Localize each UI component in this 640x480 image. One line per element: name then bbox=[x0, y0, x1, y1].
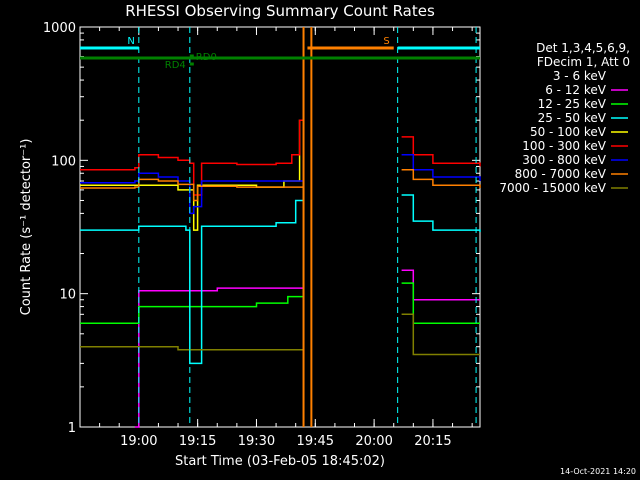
legend-entry-label: 100 - 300 keV bbox=[522, 139, 606, 153]
flag-label: N bbox=[127, 36, 134, 47]
legend-entry-label: 6 - 12 keV bbox=[545, 83, 607, 97]
x-tick-label: 19:45 bbox=[297, 434, 334, 449]
y-tick-label: 10 bbox=[59, 288, 76, 303]
legend-entry-label: 3 - 6 keV bbox=[553, 69, 607, 83]
series-line bbox=[138, 253, 305, 405]
series-layer bbox=[80, 56, 481, 428]
flag-bars: N S RD0 RD4 bbox=[80, 36, 480, 71]
flag-label: RD4 bbox=[165, 60, 186, 71]
legend-header-line: Det 1,3,4,5,6,9, bbox=[536, 41, 630, 55]
legend-header-line: FDecim 1, Att 0 bbox=[537, 55, 630, 69]
x-axis-label: Start Time (03-Feb-05 18:45:02) bbox=[175, 454, 385, 469]
legend: Det 1,3,4,5,6,9,FDecim 1, Att 03 - 6 keV… bbox=[499, 41, 630, 195]
series-line bbox=[80, 56, 305, 231]
x-axis: 19:00 19:15 19:30 19:45 20:00 20:15 bbox=[99, 27, 473, 449]
series-line bbox=[80, 313, 480, 356]
x-tick-label: 19:30 bbox=[238, 434, 275, 449]
x-tick-label: 20:00 bbox=[355, 434, 392, 449]
legend-entry-label: 300 - 800 keV bbox=[522, 153, 606, 167]
y-axis-label: Count Rate (s⁻¹ detector⁻¹) bbox=[19, 139, 34, 316]
x-tick-label: 19:00 bbox=[120, 434, 157, 449]
legend-entry-label: 7000 - 15000 keV bbox=[499, 181, 606, 195]
y-tick-label: 1000 bbox=[43, 21, 76, 36]
chart-title: RHESSI Observing Summary Count Rates bbox=[125, 2, 435, 20]
x-tick-label: 19:15 bbox=[179, 434, 216, 449]
series-line bbox=[134, 269, 480, 428]
y-tick-label: 100 bbox=[51, 154, 76, 169]
y-tick-label: 1 bbox=[68, 421, 76, 436]
series-line bbox=[80, 266, 480, 324]
series-line bbox=[80, 160, 481, 365]
flag-label: S bbox=[383, 36, 389, 47]
x-tick-label: 20:15 bbox=[414, 434, 451, 449]
legend-entry-label: 50 - 100 keV bbox=[530, 125, 607, 139]
series-line bbox=[80, 56, 481, 196]
legend-entry-label: 12 - 25 keV bbox=[538, 97, 607, 111]
legend-entry-label: 25 - 50 keV bbox=[538, 111, 607, 125]
footer-timestamp: 14-Oct-2021 14:20 bbox=[560, 467, 636, 476]
vertical-markers bbox=[138, 27, 477, 427]
plot-frame bbox=[79, 26, 481, 428]
flag-label: RD0 bbox=[196, 52, 217, 63]
legend-entry-label: 800 - 7000 keV bbox=[515, 167, 607, 181]
